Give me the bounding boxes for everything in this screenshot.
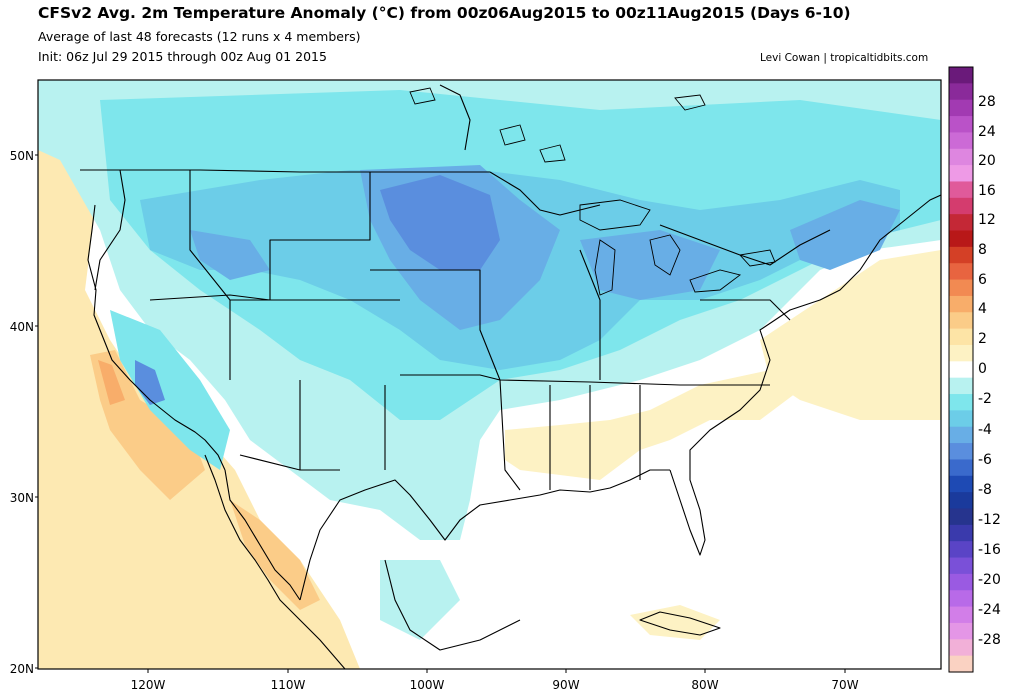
coastlines-and-borders bbox=[80, 84, 941, 669]
longitude-labels: 120W 110W 100W 90W 80W 70W bbox=[131, 678, 859, 692]
warm-anomaly-cuba bbox=[630, 605, 720, 640]
colorbar-swatch bbox=[949, 295, 973, 313]
cool-anomaly-great-lakes bbox=[580, 230, 720, 300]
colorbar-label: -28 bbox=[978, 632, 1001, 648]
warm-anomaly-atlantic bbox=[760, 250, 941, 420]
colorbar-swatch bbox=[949, 328, 973, 346]
colorbar-swatch bbox=[949, 214, 973, 232]
colorbar-swatch bbox=[949, 573, 973, 591]
lakes-and-islands bbox=[409, 87, 776, 296]
colorbar-swatch bbox=[949, 116, 973, 133]
colorbar-swatch bbox=[949, 410, 973, 428]
cool-anomaly-core bbox=[380, 175, 500, 270]
cool-anomaly-great-basin bbox=[110, 310, 230, 470]
colorbar-label: -20 bbox=[978, 572, 1001, 588]
warm-anomaly-sonora bbox=[230, 500, 320, 610]
colorbar-swatch bbox=[949, 181, 973, 199]
colorbar-label: -2 bbox=[978, 391, 992, 407]
lat-ticks bbox=[35, 154, 38, 669]
colorbar-swatch bbox=[949, 443, 973, 461]
cool-anomaly-sierra bbox=[135, 360, 165, 405]
colorbar-swatches bbox=[949, 67, 973, 673]
colorbar-swatch bbox=[949, 165, 973, 183]
cool-anomaly-idaho bbox=[190, 230, 270, 280]
page-title: CFSv2 Avg. 2m Temperature Anomaly (°C) f… bbox=[38, 4, 851, 22]
colorbar-swatch bbox=[949, 590, 973, 608]
colorbar-swatch bbox=[949, 492, 973, 510]
colorbar-swatch bbox=[949, 83, 973, 101]
latitude-labels: 50N 40N 30N 20N bbox=[10, 149, 34, 676]
colorbar-swatch bbox=[949, 230, 973, 248]
colorbar-swatch bbox=[949, 99, 973, 117]
lat-label: 20N bbox=[10, 662, 34, 676]
colorbar-label: 2 bbox=[978, 331, 987, 347]
colorbar-swatch bbox=[949, 394, 973, 411]
lat-label: 30N bbox=[10, 491, 34, 505]
warm-anomaly-southeast bbox=[505, 360, 800, 480]
lon-label: 70W bbox=[831, 678, 858, 692]
colorbar-label: 28 bbox=[978, 94, 996, 110]
colorbar-swatch bbox=[949, 426, 973, 444]
colorbar-label: 0 bbox=[978, 361, 987, 377]
colorbar-label: -12 bbox=[978, 512, 1001, 528]
colorbar-label: -16 bbox=[978, 542, 1001, 558]
colorbar-swatch bbox=[949, 361, 973, 379]
colorbar-swatch bbox=[949, 475, 973, 493]
colorbar-swatch bbox=[949, 132, 973, 150]
colorbar-label: 4 bbox=[978, 301, 987, 317]
colorbar-swatch bbox=[949, 622, 973, 640]
colorbar-label: 16 bbox=[978, 183, 996, 199]
colorbar-swatch bbox=[949, 459, 973, 477]
colorbar-swatch bbox=[949, 263, 973, 281]
colorbar-swatch bbox=[949, 344, 973, 362]
lat-label: 50N bbox=[10, 149, 34, 163]
map-frame bbox=[37, 79, 942, 670]
colorbar-label: -4 bbox=[978, 422, 992, 438]
credit-text: Levi Cowan | tropicaltidbits.com bbox=[760, 52, 929, 64]
colorbar-swatch bbox=[949, 312, 973, 330]
colorbar-labels: 28 24 20 16 12 8 6 4 2 0 -2 -4 -6 -8 -12… bbox=[978, 94, 1001, 648]
colorbar-label: -8 bbox=[978, 482, 992, 498]
colorbar-label: 24 bbox=[978, 124, 996, 140]
colorbar-swatch bbox=[949, 524, 973, 542]
colorbar-swatch bbox=[949, 67, 973, 84]
colorbar-swatch bbox=[949, 655, 973, 673]
colorbar-frame bbox=[948, 66, 974, 673]
colorbar-label: 20 bbox=[978, 153, 996, 169]
lon-label: 120W bbox=[131, 678, 166, 692]
warm-anomaly-mexico bbox=[98, 360, 125, 405]
colorbar-label: -6 bbox=[978, 452, 992, 468]
cool-anomaly-new-england bbox=[790, 200, 900, 270]
colorbar-swatch bbox=[949, 508, 973, 526]
colorbar-swatch bbox=[949, 557, 973, 575]
subtitle-forecast-average: Average of last 48 forecasts (12 runs x … bbox=[38, 29, 361, 44]
colorbar-swatch bbox=[949, 197, 973, 215]
colorbar-label: 6 bbox=[978, 272, 987, 288]
colorbar-swatch bbox=[949, 606, 973, 624]
lon-ticks bbox=[147, 669, 846, 673]
warm-anomaly-west-coast bbox=[38, 140, 360, 669]
colorbar-swatch bbox=[949, 541, 973, 559]
colorbar-swatch bbox=[949, 148, 973, 166]
colorbar-swatch bbox=[949, 639, 973, 657]
lon-label: 100W bbox=[410, 678, 445, 692]
colorbar-label: -24 bbox=[978, 602, 1001, 618]
colorbar-swatch bbox=[949, 279, 973, 297]
colorbar-swatch bbox=[949, 377, 973, 395]
lon-label: 80W bbox=[691, 678, 718, 692]
colorbar-swatch bbox=[949, 246, 973, 264]
lat-label: 40N bbox=[10, 320, 34, 334]
cool-anomaly-gulf bbox=[380, 560, 460, 640]
colorbar-label: 8 bbox=[978, 242, 987, 258]
colorbar-label: 12 bbox=[978, 212, 996, 228]
lon-label: 90W bbox=[552, 678, 579, 692]
colorbar: 28 24 20 16 12 8 6 4 2 0 -2 -4 -6 -8 -12… bbox=[948, 66, 1001, 673]
lon-label: 110W bbox=[271, 678, 306, 692]
subtitle-init-times: Init: 06z Jul 29 2015 through 00z Aug 01… bbox=[38, 49, 327, 64]
